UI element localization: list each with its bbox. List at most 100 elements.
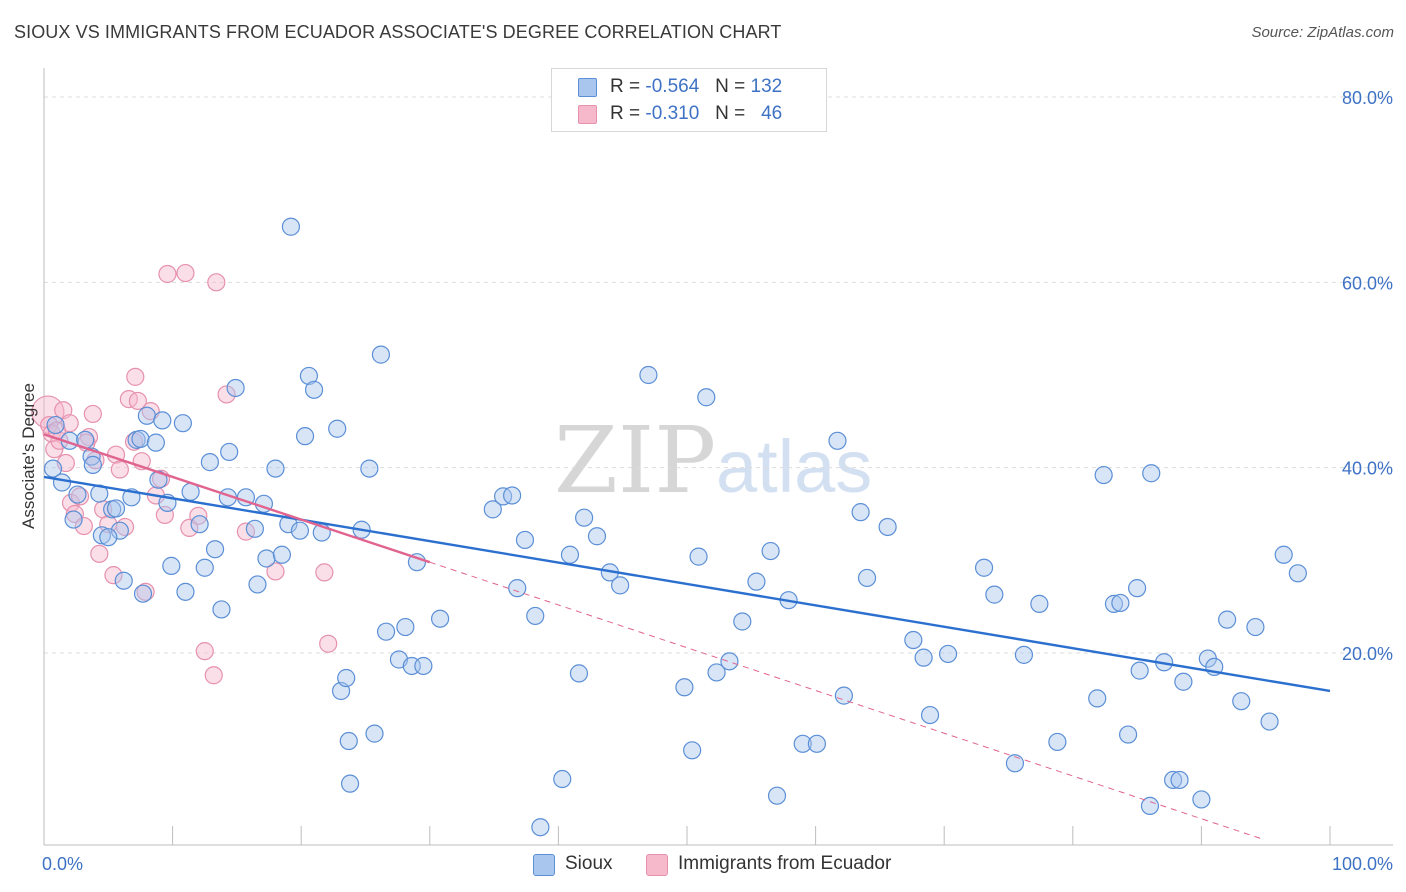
- sioux-point: [1048, 732, 1067, 752]
- ecuador-point: [204, 666, 223, 685]
- ecuador-point: [90, 544, 109, 563]
- sioux-point: [200, 453, 219, 472]
- sioux-point: [43, 459, 63, 478]
- sioux-point: [226, 378, 245, 398]
- sioux-point: [248, 575, 267, 594]
- sioux-swatch: [578, 78, 597, 97]
- sioux-point: [1130, 661, 1149, 680]
- sioux-r-label: R =: [610, 76, 641, 97]
- sioux-point: [131, 429, 150, 449]
- sioux-point: [299, 366, 319, 386]
- sioux-n-label: N =: [715, 76, 746, 97]
- sioux-point: [1170, 770, 1189, 790]
- sioux-point: [560, 545, 580, 564]
- sioux-point: [1088, 689, 1107, 708]
- ecuador-points: [31, 263, 338, 685]
- sioux-trendline: [43, 475, 1331, 693]
- ecuador-point: [176, 263, 195, 283]
- sioux-point: [639, 365, 658, 385]
- sioux-point: [531, 818, 550, 837]
- sioux-point: [689, 547, 708, 566]
- sioux-point: [153, 411, 172, 430]
- sioux-point: [1014, 645, 1034, 664]
- sioux-point: [1218, 610, 1237, 629]
- ecuador-legend-swatch: [646, 854, 668, 876]
- sioux-point: [162, 556, 181, 575]
- y-tick-label: 60.0%: [1342, 273, 1393, 293]
- trendlines: [43, 433, 1331, 839]
- sioux-point: [904, 630, 923, 650]
- sioux-point: [114, 571, 133, 590]
- sioux-point: [1140, 796, 1160, 816]
- watermark-zip: ZIP: [554, 407, 716, 514]
- sioux-point: [99, 528, 118, 547]
- sioux-point: [205, 540, 225, 559]
- sioux-point: [272, 545, 292, 564]
- sioux-point: [1094, 465, 1113, 485]
- sioux-point: [1174, 672, 1193, 691]
- gridlines: [44, 96, 1393, 654]
- sioux-point: [281, 217, 301, 236]
- sioux-point: [430, 609, 450, 628]
- sioux-point: [683, 741, 702, 760]
- sioux-point: [68, 485, 87, 504]
- sioux-point: [508, 579, 527, 598]
- watermark: ZIP atlas: [554, 407, 872, 514]
- ecuador-r-label: R =: [610, 103, 641, 124]
- sioux-point: [340, 774, 360, 793]
- sioux-point: [46, 415, 65, 435]
- sioux-n-value: 132: [750, 76, 783, 97]
- sioux-point: [212, 600, 231, 619]
- sioux-point: [414, 656, 433, 676]
- ecuador-point: [136, 582, 155, 601]
- ecuador-r-value: -0.310: [645, 103, 700, 124]
- sioux-point: [834, 686, 853, 705]
- sioux-point: [1232, 692, 1251, 711]
- ecuador-point: [128, 391, 147, 411]
- legend: R = -0.564 N = 132 R = -0.310 N = 46: [551, 68, 827, 132]
- ecuador-point: [207, 273, 226, 292]
- sioux-point: [553, 769, 572, 789]
- ecuador-n-label: N =: [715, 103, 746, 124]
- ecuador-point: [158, 264, 177, 284]
- sioux-point: [1164, 770, 1183, 790]
- x-tick-label: 0.0%: [42, 854, 83, 874]
- ecuador-n-value: 46: [761, 103, 783, 124]
- sioux-legend-swatch: [533, 854, 555, 876]
- sioux-point: [1246, 617, 1265, 637]
- ecuador-trendline: [43, 433, 431, 564]
- sioux-point: [807, 734, 826, 753]
- sioux-point: [985, 585, 1004, 604]
- sioux-point: [515, 530, 535, 550]
- sioux-point: [1104, 594, 1124, 613]
- ecuador-point: [74, 516, 93, 536]
- sioux-point: [266, 459, 285, 478]
- ecuador-legend-label: Immigrants from Ecuador: [678, 853, 892, 874]
- x-tick-label: 100.0%: [1332, 854, 1393, 874]
- watermark-atlas: atlas: [716, 425, 872, 508]
- sioux-point: [1118, 725, 1138, 744]
- sioux-point: [64, 510, 83, 529]
- ecuador-point: [266, 562, 285, 581]
- sioux-point: [173, 414, 192, 433]
- sioux-point: [176, 582, 195, 601]
- sioux-point: [110, 521, 129, 540]
- ecuador-point: [180, 518, 199, 538]
- sioux-point: [720, 652, 739, 671]
- sioux-point: [220, 442, 239, 462]
- sioux-point: [1030, 594, 1049, 613]
- ecuador-point: [110, 460, 129, 479]
- sioux-point: [483, 500, 502, 519]
- ecuador-point: [217, 385, 236, 404]
- sioux-point: [106, 499, 126, 518]
- chart-title: SIOUX VS IMMIGRANTS FROM ECUADOR ASSOCIA…: [14, 22, 782, 42]
- sioux-point: [587, 527, 607, 546]
- ecuador-point: [195, 642, 214, 661]
- sioux-point: [767, 786, 787, 805]
- sioux-point: [747, 572, 766, 591]
- y-tick-label: 20.0%: [1342, 644, 1393, 664]
- sioux-point: [974, 558, 994, 577]
- sioux-point: [290, 521, 310, 540]
- sioux-point: [257, 549, 276, 568]
- sioux-point: [675, 678, 694, 697]
